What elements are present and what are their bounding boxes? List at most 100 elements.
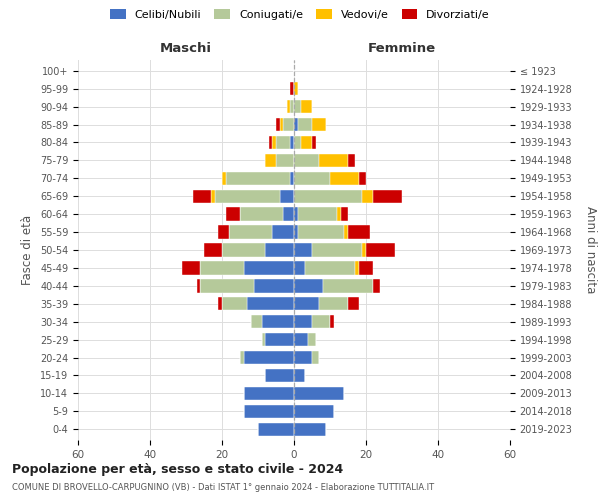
Bar: [265, 154, 276, 167]
Bar: [359, 172, 366, 185]
Bar: [348, 297, 359, 310]
Bar: [222, 172, 226, 185]
Bar: [211, 190, 215, 203]
Legend: Celibi/Nubili, Coniugati/e, Vedovi/e, Divorziati/e: Celibi/Nubili, Coniugati/e, Vedovi/e, Di…: [107, 6, 493, 23]
Bar: [341, 208, 348, 221]
Bar: [298, 226, 344, 239]
Text: Maschi: Maschi: [160, 42, 212, 54]
Bar: [265, 244, 294, 256]
Bar: [222, 244, 265, 256]
Bar: [247, 297, 294, 310]
Text: Popolazione per età, sesso e stato civile - 2024: Popolazione per età, sesso e stato civil…: [12, 462, 343, 475]
Bar: [301, 136, 312, 149]
Bar: [294, 333, 308, 346]
Bar: [280, 190, 294, 203]
Bar: [305, 261, 355, 274]
Bar: [294, 118, 298, 131]
Bar: [244, 404, 294, 418]
Bar: [290, 100, 294, 114]
Bar: [319, 297, 348, 310]
Bar: [294, 244, 312, 256]
Bar: [200, 261, 244, 274]
Bar: [294, 369, 305, 382]
Bar: [272, 226, 294, 239]
Bar: [276, 154, 294, 167]
Bar: [290, 82, 294, 96]
Bar: [294, 315, 312, 328]
Bar: [294, 190, 362, 203]
Bar: [362, 190, 373, 203]
Bar: [294, 404, 334, 418]
Bar: [283, 208, 294, 221]
Bar: [280, 118, 283, 131]
Bar: [287, 100, 290, 114]
Bar: [283, 118, 294, 131]
Bar: [312, 118, 326, 131]
Bar: [312, 136, 316, 149]
Bar: [218, 297, 222, 310]
Bar: [337, 208, 341, 221]
Bar: [254, 279, 294, 292]
Bar: [229, 226, 272, 239]
Bar: [244, 351, 294, 364]
Bar: [265, 369, 294, 382]
Bar: [348, 226, 370, 239]
Bar: [294, 226, 298, 239]
Bar: [276, 118, 280, 131]
Bar: [298, 208, 337, 221]
Bar: [344, 226, 348, 239]
Bar: [218, 226, 229, 239]
Bar: [294, 100, 301, 114]
Bar: [312, 315, 330, 328]
Bar: [294, 136, 301, 149]
Bar: [312, 244, 362, 256]
Bar: [362, 244, 366, 256]
Bar: [258, 422, 294, 436]
Bar: [272, 136, 276, 149]
Bar: [222, 297, 247, 310]
Bar: [294, 261, 305, 274]
Y-axis label: Anni di nascita: Anni di nascita: [584, 206, 597, 294]
Bar: [200, 279, 254, 292]
Bar: [294, 154, 319, 167]
Bar: [373, 190, 402, 203]
Text: COMUNE DI BROVELLO-CARPUGNINO (VB) - Dati ISTAT 1° gennaio 2024 - Elaborazione T: COMUNE DI BROVELLO-CARPUGNINO (VB) - Dat…: [12, 482, 434, 492]
Bar: [312, 351, 319, 364]
Bar: [182, 261, 200, 274]
Bar: [330, 172, 359, 185]
Bar: [294, 351, 312, 364]
Bar: [373, 279, 380, 292]
Bar: [366, 244, 395, 256]
Bar: [240, 208, 283, 221]
Bar: [294, 208, 298, 221]
Bar: [244, 386, 294, 400]
Bar: [308, 333, 316, 346]
Text: Femmine: Femmine: [368, 42, 436, 54]
Bar: [359, 261, 373, 274]
Bar: [262, 315, 294, 328]
Bar: [348, 154, 355, 167]
Bar: [240, 351, 244, 364]
Bar: [204, 244, 222, 256]
Bar: [301, 100, 312, 114]
Bar: [294, 297, 319, 310]
Bar: [290, 172, 294, 185]
Bar: [298, 118, 312, 131]
Bar: [244, 261, 294, 274]
Bar: [319, 154, 348, 167]
Bar: [226, 208, 240, 221]
Bar: [197, 279, 200, 292]
Bar: [269, 136, 272, 149]
Bar: [294, 422, 326, 436]
Bar: [294, 279, 323, 292]
Bar: [226, 172, 290, 185]
Bar: [251, 315, 262, 328]
Bar: [294, 82, 298, 96]
Bar: [276, 136, 290, 149]
Bar: [193, 190, 211, 203]
Y-axis label: Fasce di età: Fasce di età: [22, 215, 34, 285]
Bar: [215, 190, 280, 203]
Bar: [294, 172, 330, 185]
Bar: [330, 315, 334, 328]
Bar: [290, 136, 294, 149]
